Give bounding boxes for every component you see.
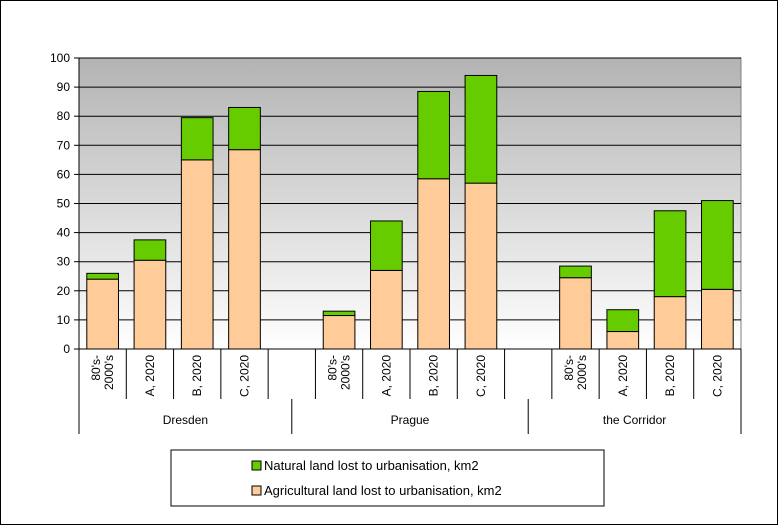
bar-segment (701, 200, 734, 290)
category-label: A, 2020 (143, 355, 157, 397)
y-tick-label: 10 (57, 313, 71, 327)
legend-label: Agricultural land lost to urbanisation, … (264, 483, 502, 498)
bar-segment (180, 159, 214, 350)
category-label: 80's-2000's (562, 355, 589, 390)
bar-segment (464, 182, 498, 350)
group-label: Prague (391, 413, 430, 427)
bar-segment (86, 272, 119, 280)
bar-segment (370, 220, 403, 271)
category-label: B, 2020 (190, 355, 204, 397)
y-tick-label: 90 (57, 80, 71, 94)
category-label: C, 2020 (474, 355, 488, 397)
category-label: C, 2020 (710, 355, 724, 397)
category-label: B, 2020 (427, 355, 441, 397)
bar-segment (559, 265, 592, 279)
bar-segment (653, 296, 687, 350)
bar-segment (228, 149, 261, 350)
bar-segment (322, 310, 356, 317)
bar-segment (180, 117, 214, 161)
legend-label: Natural land lost to urbanisation, km2 (264, 458, 479, 473)
y-tick-label: 80 (57, 109, 71, 123)
bar-segment (464, 74, 498, 184)
y-tick-label: 40 (57, 226, 71, 240)
category-label: B, 2020 (663, 355, 677, 397)
category-label: 80's-2000's (89, 355, 116, 390)
y-tick-label: 0 (63, 342, 70, 356)
bar-segment (606, 309, 640, 333)
bar-segment (653, 210, 687, 298)
bar-segment (322, 315, 356, 350)
bar-segment (559, 277, 592, 350)
bar-segment (370, 269, 403, 350)
category-label: A, 2020 (616, 355, 630, 397)
y-tick-label: 100 (50, 51, 70, 65)
y-tick-label: 30 (57, 255, 71, 269)
bar-segment (701, 288, 734, 350)
category-label: 80's-2000's (326, 355, 353, 390)
bar-segment (417, 90, 450, 180)
bar-segment (228, 106, 261, 151)
category-label: A, 2020 (379, 355, 393, 397)
category-label: C, 2020 (238, 355, 252, 397)
bar-segment (86, 278, 119, 350)
group-label: the Corridor (603, 413, 666, 427)
bar-segment (417, 178, 450, 350)
legend-swatch (251, 485, 262, 496)
bar-segment (133, 259, 167, 350)
y-tick-label: 50 (57, 197, 71, 211)
legend-swatch (251, 460, 262, 471)
y-tick-label: 70 (57, 138, 71, 152)
legend-box (170, 449, 605, 507)
group-label: Dresden (163, 413, 208, 427)
bar-segment (606, 331, 640, 350)
y-tick-label: 20 (57, 284, 71, 298)
bar-segment (133, 239, 167, 261)
y-tick-label: 60 (57, 167, 71, 181)
